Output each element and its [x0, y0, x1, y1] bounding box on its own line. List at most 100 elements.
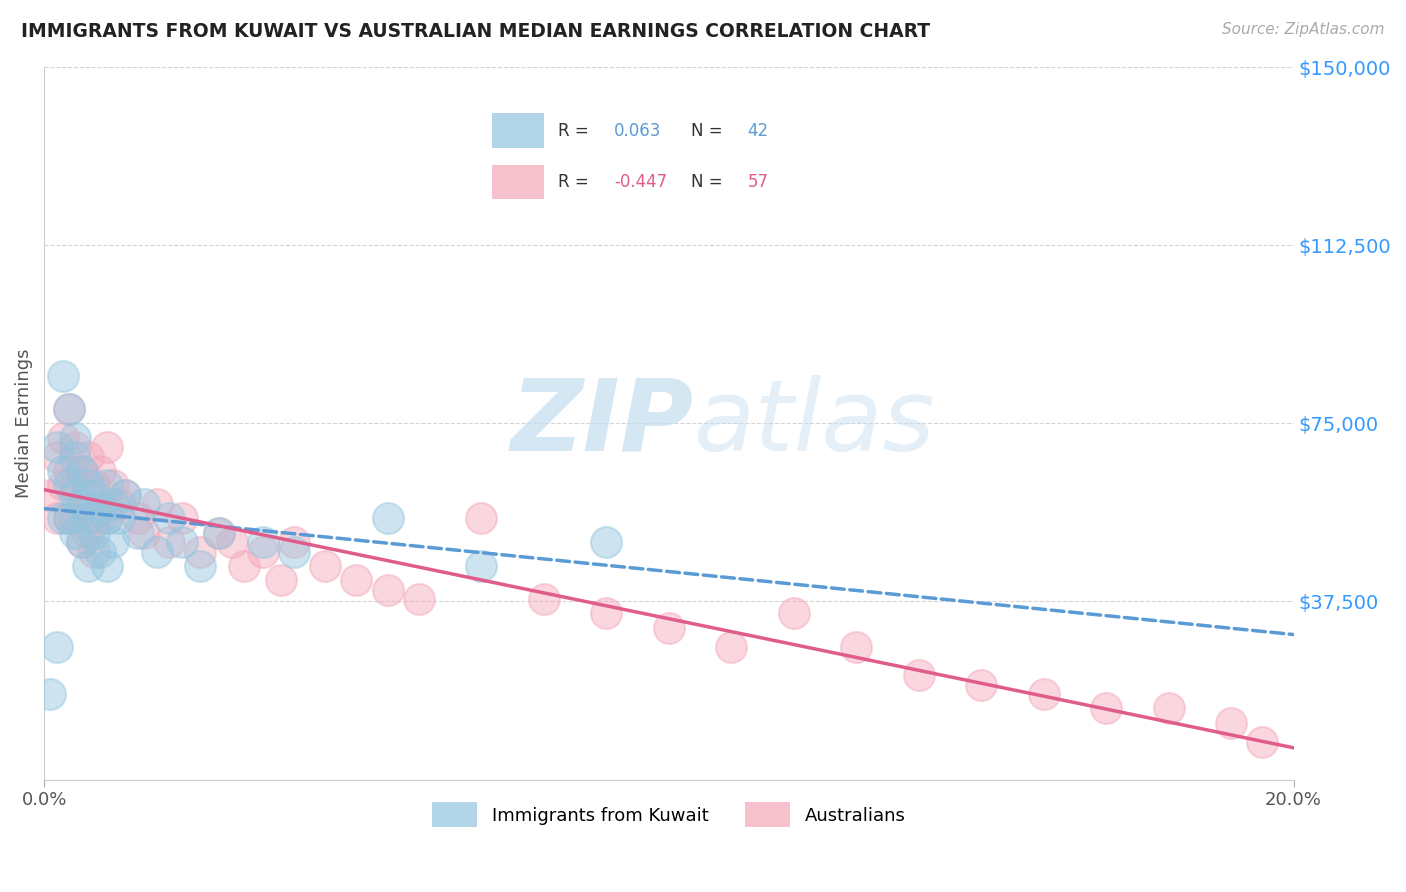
Point [101, 478, 124, 492]
Point [83, 487, 105, 501]
Point [45, 450, 67, 464]
Text: ZIP: ZIP [510, 375, 693, 472]
Point [132, 497, 155, 511]
Point [70, 535, 93, 549]
Point [101, 535, 124, 549]
Point [845, 640, 868, 654]
Point [83, 511, 105, 525]
Point [76, 478, 98, 492]
Point [89, 501, 111, 516]
Point [170, 535, 193, 549]
Point [188, 558, 211, 573]
Point [114, 487, 136, 501]
Point [1032, 687, 1054, 701]
Point [720, 640, 742, 654]
Point [70, 535, 93, 549]
Point [533, 592, 555, 607]
Point [1220, 715, 1243, 730]
Point [58, 402, 80, 417]
Point [70, 464, 93, 478]
Point [76, 525, 98, 540]
Point [76, 487, 98, 501]
Point [108, 511, 131, 525]
Point [39, 687, 62, 701]
Point [65, 450, 87, 464]
Point [283, 544, 305, 558]
Point [65, 431, 87, 445]
Point [52, 431, 75, 445]
Y-axis label: Median Earnings: Median Earnings [15, 349, 32, 498]
Point [314, 558, 336, 573]
Point [89, 464, 111, 478]
Point [1157, 701, 1180, 715]
Point [58, 511, 80, 525]
Point [127, 511, 149, 525]
Point [283, 535, 305, 549]
Point [96, 511, 118, 525]
Point [470, 558, 492, 573]
Point [783, 607, 806, 621]
Point [595, 535, 617, 549]
Point [65, 478, 87, 492]
Point [96, 440, 118, 454]
Point [65, 487, 87, 501]
Text: atlas: atlas [693, 375, 935, 472]
Point [58, 478, 80, 492]
Point [127, 525, 149, 540]
Point [658, 621, 681, 635]
Point [83, 478, 105, 492]
Point [1095, 701, 1118, 715]
Point [70, 497, 93, 511]
Point [52, 511, 75, 525]
Point [970, 678, 993, 692]
Point [408, 592, 430, 607]
Point [89, 511, 111, 525]
Point [65, 525, 87, 540]
Point [145, 544, 167, 558]
Point [45, 440, 67, 454]
Point [233, 558, 256, 573]
Point [157, 511, 180, 525]
Point [1251, 734, 1274, 748]
Point [70, 464, 93, 478]
Point [114, 487, 136, 501]
Point [907, 668, 929, 682]
Point [45, 511, 67, 525]
Point [96, 478, 118, 492]
Point [96, 558, 118, 573]
Point [58, 464, 80, 478]
Point [157, 535, 180, 549]
Text: IMMIGRANTS FROM KUWAIT VS AUSTRALIAN MEDIAN EARNINGS CORRELATION CHART: IMMIGRANTS FROM KUWAIT VS AUSTRALIAN MED… [21, 22, 931, 41]
Point [65, 511, 87, 525]
Point [208, 525, 231, 540]
Point [188, 544, 211, 558]
Point [65, 440, 87, 454]
Legend: Immigrants from Kuwait, Australians: Immigrants from Kuwait, Australians [425, 795, 912, 835]
Point [70, 497, 93, 511]
Point [83, 544, 105, 558]
Point [470, 511, 492, 525]
Point [252, 535, 274, 549]
Point [270, 573, 292, 587]
Point [52, 368, 75, 383]
Point [89, 544, 111, 558]
Point [252, 544, 274, 558]
Point [52, 464, 75, 478]
Point [39, 487, 62, 501]
Point [52, 478, 75, 492]
Point [45, 640, 67, 654]
Text: Source: ZipAtlas.com: Source: ZipAtlas.com [1222, 22, 1385, 37]
Point [76, 450, 98, 464]
Point [108, 497, 131, 511]
Point [101, 497, 124, 511]
Point [132, 525, 155, 540]
Point [58, 511, 80, 525]
Point [377, 511, 399, 525]
Point [377, 582, 399, 597]
Point [76, 511, 98, 525]
Point [145, 497, 167, 511]
Point [208, 525, 231, 540]
Point [221, 535, 243, 549]
Point [96, 511, 118, 525]
Point [58, 402, 80, 417]
